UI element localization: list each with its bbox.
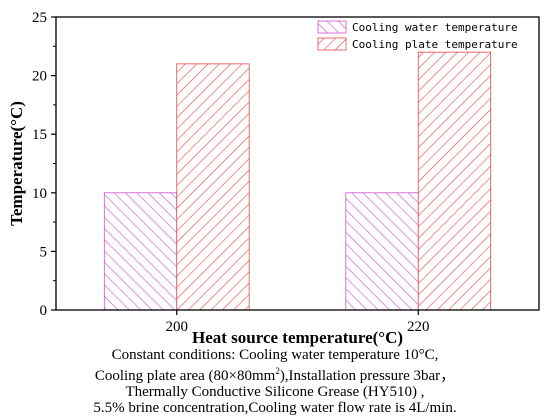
legend-swatch-cooling-plate: [317, 37, 347, 51]
caption-superscript: 2: [275, 366, 280, 376]
legend-label-cooling-water: Cooling water temperature: [352, 21, 518, 34]
legend-swatch-cooling-water: [317, 20, 347, 34]
y-tick-label: 5: [40, 244, 48, 260]
caption-line-2-prefix: Cooling plate area (80×80mm: [94, 368, 276, 384]
bar-cooling-water-200: [103, 192, 178, 311]
y-tick-label: 15: [32, 127, 47, 143]
y-axis-title: Temperature(°C): [7, 101, 26, 226]
caption-line-2: Cooling plate area (80×80mm2),Installati…: [0, 363, 550, 384]
caption-line-4: 5.5% brine concentration,Cooling water f…: [93, 400, 457, 416]
caption-line-2-suffix: ),Installation pressure 3bar，: [279, 368, 456, 384]
y-tick-label: 25: [32, 10, 47, 26]
caption-line-3: Thermally Conductive Silicone Grease (HY…: [125, 384, 425, 400]
legend: Cooling water temperature Cooling plate t…: [317, 20, 518, 51]
x-tick-label: 200: [166, 319, 189, 335]
x-tick-label: 220: [407, 319, 430, 335]
bar-cooling-plate-200: [176, 63, 250, 311]
bar-cooling-plate-220: [417, 51, 492, 311]
bars-layer: [103, 51, 492, 311]
x-axis-title: Heat source temperature(°C): [192, 328, 403, 347]
bar-cooling-water-220: [345, 192, 419, 311]
caption: Constant conditions: Cooling water tempe…: [0, 347, 550, 416]
legend-label-cooling-plate: Cooling plate temperature: [352, 38, 518, 51]
y-tick-label: 0: [40, 303, 48, 319]
caption-line-1: Constant conditions: Cooling water tempe…: [111, 347, 439, 363]
y-tick-label: 20: [32, 69, 47, 85]
ticks-layer: 200 220 0 5 10 15 20 25: [32, 10, 430, 335]
y-tick-label: 10: [32, 186, 47, 202]
